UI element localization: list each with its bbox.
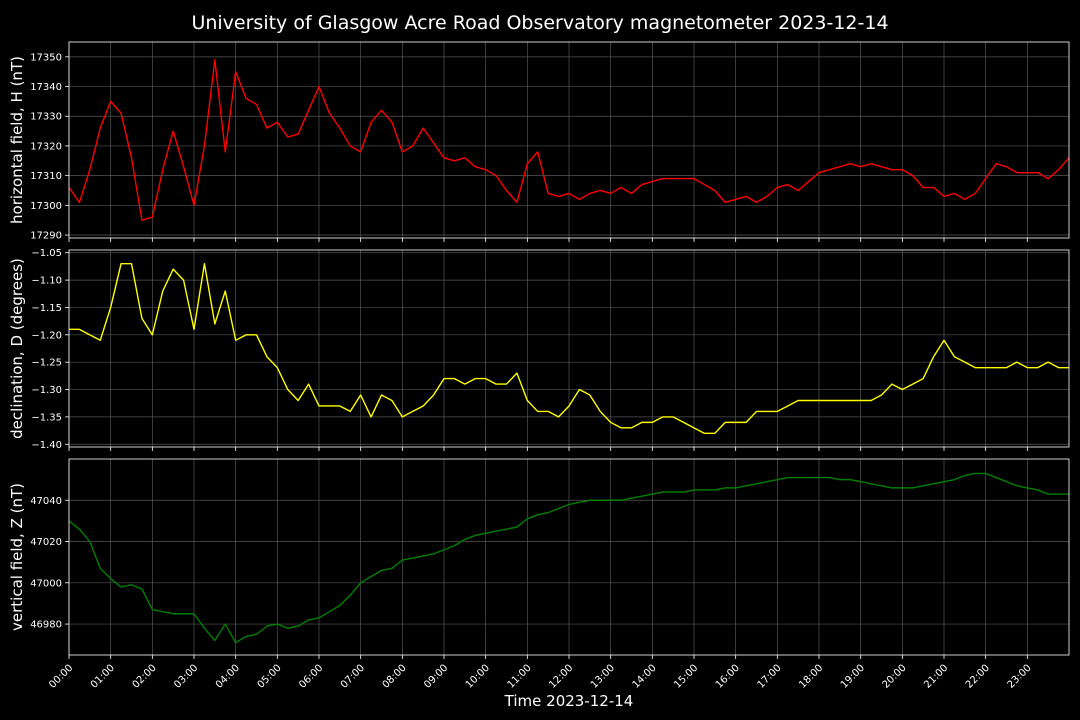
y-tick-label: −1.15: [31, 303, 62, 314]
y-tick-label: 17330: [30, 112, 62, 123]
y-tick-label: 47040: [30, 496, 62, 507]
panel-2: −1.40 −1.35 −1.30 −1.25 −1.20 −1.15 −1.10 −1.05…: [8, 248, 1070, 451]
y-tick-label: 47000: [30, 578, 62, 589]
axes-frame: [68, 458, 1070, 656]
panels: 17290 17300 17310 17320 17330 17340 17350 horiz…: [8, 41, 1070, 659]
y-tick-label: 17340: [30, 82, 62, 93]
y-tick-label: 17290: [30, 231, 62, 242]
axes-frame: [68, 249, 1070, 448]
chart-title: University of Glasgow Acre Road Observat…: [191, 12, 888, 34]
series-line-3: [68, 472, 1069, 644]
y-axis-label: vertical field, Z (nT): [8, 483, 26, 631]
y-tick-label: −1.35: [31, 412, 62, 423]
x-axis-label: Time 2023-12-14: [504, 692, 634, 710]
y-axis-label: declination, D (degrees): [8, 258, 26, 439]
y-axis-label: horizontal field, H (nT): [8, 56, 26, 224]
y-tick-label: 17310: [30, 171, 62, 182]
y-tick-label: −1.30: [31, 385, 62, 396]
y-tick-label: 46980: [30, 620, 62, 631]
y-tick-label: 17320: [30, 141, 62, 152]
y-tick-label: 47020: [30, 537, 62, 548]
y-tick-label: −1.40: [31, 440, 62, 451]
y-tick-label: −1.20: [31, 330, 62, 341]
axes-frame: [68, 41, 1070, 239]
series-line-1: [68, 59, 1070, 221]
y-tick-label: 17300: [30, 201, 62, 212]
y-tick-label: −1.10: [31, 276, 62, 287]
series-line-2: [69, 262, 1069, 435]
y-tick-label: −1.25: [31, 358, 62, 369]
panel-1: 17290 17300 17310 17320 17330 17340 17350 horiz…: [8, 41, 1070, 242]
y-tick-label: 17350: [30, 52, 62, 63]
y-tick-label: −1.05: [31, 248, 62, 259]
panel-3: 46980 47000 47020 47040 vertical field, Z (n…: [8, 458, 1070, 659]
